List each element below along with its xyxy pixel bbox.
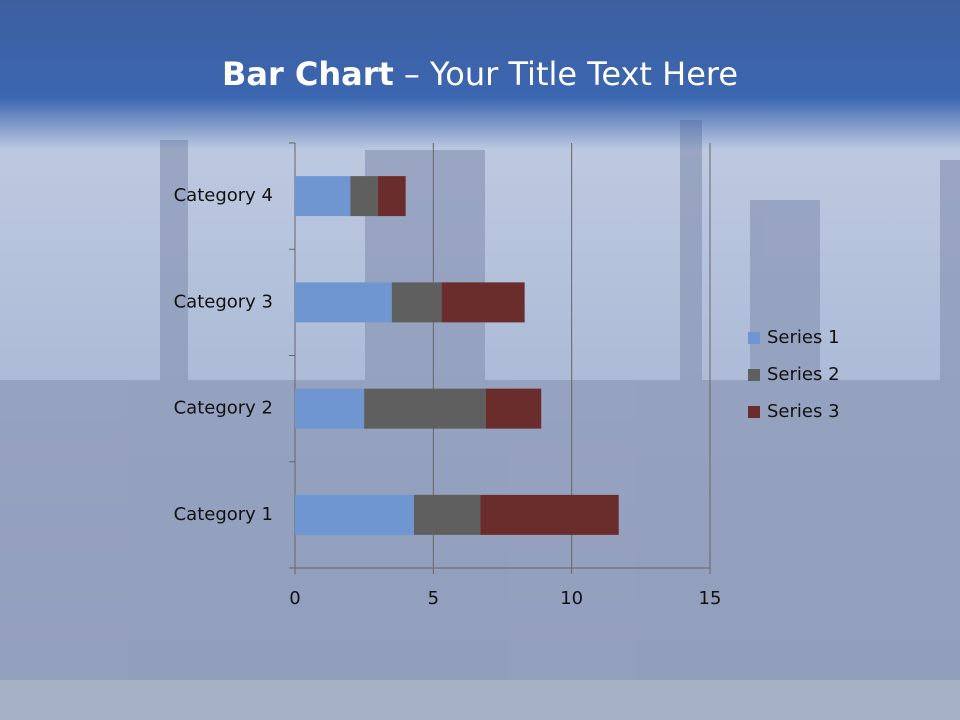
x-tick-label: 15 [699, 588, 722, 609]
legend-label: Series 2 [767, 364, 840, 385]
ground [0, 680, 960, 720]
bar-segment [413, 494, 481, 535]
legend-label: Series 1 [767, 327, 840, 348]
bar-segment [391, 282, 442, 323]
bar-segment [295, 176, 351, 217]
slide-title: Bar Chart – Your Title Text Here [222, 55, 738, 93]
x-tick-label: 0 [289, 588, 300, 609]
legend-swatch [748, 369, 760, 381]
bar-segment [350, 176, 378, 217]
y-tick-label: Category 2 [174, 398, 273, 419]
bar-segment [364, 388, 486, 429]
legend-label: Series 3 [767, 401, 840, 422]
bar-segment [295, 282, 392, 323]
bar-segment [295, 494, 414, 535]
y-tick-label: Category 3 [174, 291, 273, 312]
title-rest: – Your Title Text Here [404, 55, 738, 93]
header-band [0, 0, 960, 150]
x-tick-label: 5 [428, 588, 439, 609]
x-tick-label: 10 [560, 588, 583, 609]
bar-segment [485, 388, 542, 429]
legend-swatch [748, 332, 760, 344]
y-tick-label: Category 4 [174, 185, 273, 206]
chart: 0 5 10 15 Category 1 Category 2 Category 3 Cate… [174, 142, 840, 609]
y-tick-label: Category 1 [174, 504, 273, 525]
bar-segment [295, 388, 365, 429]
bar-segment [480, 494, 619, 535]
title-lead: Bar Chart [222, 55, 394, 93]
legend-swatch [748, 406, 760, 418]
bar-segment [441, 282, 525, 323]
bar-segment [378, 176, 406, 217]
